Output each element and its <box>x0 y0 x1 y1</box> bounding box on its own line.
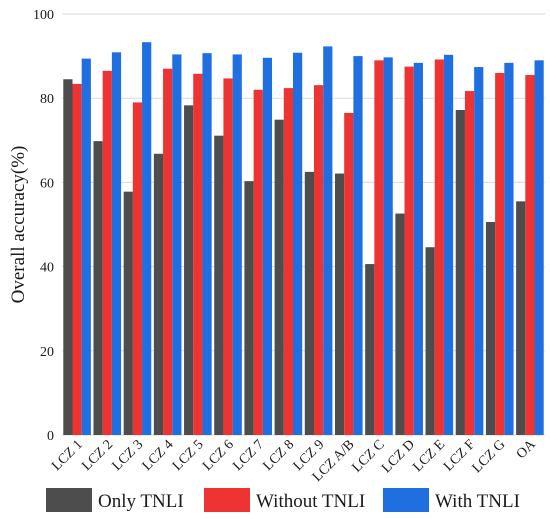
bar-with-tnli-lcz-f <box>474 67 484 436</box>
y-tick-label: 100 <box>33 8 54 23</box>
bar-without-tnli-lcz-d <box>404 66 414 435</box>
bar-only-tnli-lcz-5 <box>184 105 194 436</box>
y-tick-label: 0 <box>47 429 54 444</box>
bar-with-tnli-lcz-5 <box>202 53 212 435</box>
bar-without-tnli-lcz-3 <box>132 102 143 435</box>
bar-without-tnli-lcz-4 <box>163 68 173 435</box>
bar-without-tnli-lcz-c <box>374 60 384 436</box>
y-tick-label: 20 <box>40 345 54 360</box>
bar-with-tnli-lcz-1 <box>81 58 91 435</box>
bar-only-tnli-lcz-f <box>455 109 465 435</box>
x-tick-label: LCZ 4 <box>140 437 177 474</box>
legend-swatch-without-tnli <box>204 488 250 512</box>
x-tick-label: LCZ E <box>410 437 448 475</box>
x-tick-label: LCZ 5 <box>170 437 207 474</box>
bar-only-tnli-oa <box>516 201 526 435</box>
legend-label: Only TNLI <box>98 491 184 512</box>
x-tick-label: LCZ 7 <box>230 437 267 474</box>
bar-with-tnli-lcz-c <box>383 57 393 435</box>
bar-without-tnli-lcz-9 <box>313 85 324 436</box>
bar-without-tnli-lcz-a-b <box>344 112 354 435</box>
x-tick-label: LCZ 6 <box>200 437 237 474</box>
bar-without-tnli-lcz-1 <box>72 83 82 436</box>
bar-only-tnli-lcz-6 <box>214 135 224 435</box>
y-tick-label: 80 <box>40 92 54 107</box>
bar-with-tnli-lcz-6 <box>232 54 242 435</box>
bar-without-tnli-oa <box>525 75 535 436</box>
bar-without-tnli-lcz-g <box>495 72 505 435</box>
bar-only-tnli-lcz-e <box>425 247 435 435</box>
bar-only-tnli-lcz-9 <box>304 171 314 435</box>
bar-only-tnli-lcz-c <box>365 264 375 435</box>
x-tick-label: LCZ D <box>379 437 418 476</box>
bar-only-tnli-lcz-2 <box>93 141 103 435</box>
bar-with-tnli-lcz-a-b <box>353 56 363 435</box>
y-tick-label: 60 <box>40 176 54 191</box>
bar-with-tnli-lcz-4 <box>172 54 182 435</box>
bar-with-tnli-lcz-7 <box>262 57 273 436</box>
legend: Only TNLI Without TNLI With TNLI <box>46 488 520 512</box>
bar-without-tnli-lcz-f <box>464 91 475 435</box>
bar-without-tnli-lcz-5 <box>193 73 203 436</box>
bar-with-tnli-lcz-d <box>413 62 423 435</box>
bar-with-tnli-lcz-8 <box>293 52 303 436</box>
bars <box>63 42 544 436</box>
y-tick-label: 40 <box>40 261 54 276</box>
bar-only-tnli-lcz-7 <box>244 181 254 435</box>
bar-without-tnli-lcz-e <box>434 59 444 436</box>
bar-without-tnli-lcz-2 <box>102 70 112 436</box>
bar-with-tnli-oa <box>534 60 544 436</box>
legend-swatch-with-tnli <box>383 488 429 512</box>
bar-only-tnli-lcz-1 <box>63 79 73 435</box>
bar-with-tnli-lcz-e <box>443 54 454 435</box>
legend-swatch-only-tnli <box>46 488 92 512</box>
x-tick-label: LCZ 2 <box>79 437 116 474</box>
bar-only-tnli-lcz-4 <box>153 153 164 435</box>
bar-with-tnli-lcz-2 <box>111 52 122 435</box>
bar-without-tnli-lcz-8 <box>283 88 294 435</box>
bar-only-tnli-lcz-8 <box>274 119 284 436</box>
bar-with-tnli-lcz-9 <box>323 46 333 436</box>
bar-only-tnli-lcz-3 <box>123 191 133 435</box>
bar-only-tnli-lcz-d <box>395 213 405 435</box>
bar-without-tnli-lcz-7 <box>253 89 263 435</box>
y-axis-title: Overall accuracy(%) <box>8 146 29 304</box>
bar-with-tnli-lcz-g <box>504 62 514 435</box>
x-tick-label: LCZ G <box>470 437 509 476</box>
bar-only-tnli-lcz-g <box>485 221 496 435</box>
bar-only-tnli-lcz-a-b <box>334 173 345 435</box>
y-axis-ticks: 0 20 40 60 80 100 <box>33 8 54 444</box>
x-tick-label: LCZ 3 <box>110 437 147 474</box>
legend-label: With TNLI <box>435 491 520 512</box>
bar-without-tnli-lcz-6 <box>223 78 233 436</box>
x-tick-label: LCZ 1 <box>49 437 86 474</box>
bar-with-tnli-lcz-3 <box>142 42 152 435</box>
legend-label: Without TNLI <box>256 491 365 512</box>
x-tick-label: OA <box>514 437 540 463</box>
x-tick-label: LCZ 8 <box>260 437 297 474</box>
